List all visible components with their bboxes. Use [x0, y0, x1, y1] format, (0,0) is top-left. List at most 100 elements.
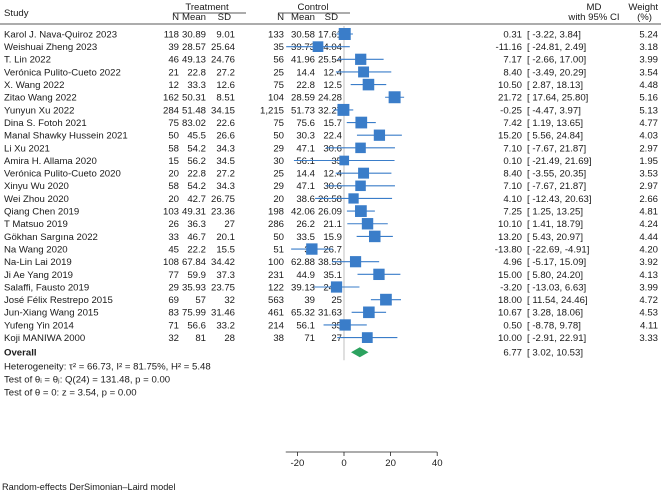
study-weight: 3.53 — [639, 169, 658, 180]
study-marker — [358, 167, 370, 179]
treatment-sd: 23.75 — [211, 282, 235, 293]
study-label: Manal Shawky Hussein 2021 — [4, 131, 128, 142]
study-marker — [348, 193, 359, 204]
study-label: Xinyu Wu 2020 — [4, 181, 69, 192]
treatment-n: 83 — [168, 308, 179, 319]
treatment-sd: 25.64 — [211, 42, 236, 53]
x-tick-label: 40 — [432, 458, 443, 469]
control-n: 563 — [268, 295, 284, 306]
study-weight: 4.44 — [639, 232, 658, 243]
heterogeneity-stat: Test of θ = 0: z = 3.54, p = 0.00 — [4, 387, 137, 398]
treatment-sd: 37.3 — [216, 270, 235, 281]
study-label: T. Lin 2022 — [4, 55, 51, 66]
control-n: 122 — [268, 282, 284, 293]
control-n: 231 — [268, 270, 284, 281]
effect-md: -13.80 — [495, 244, 522, 255]
effect-ci: [ -3.22, 3.84] — [527, 29, 581, 40]
control-sd: 17.61 — [318, 29, 342, 40]
effect-md: 10.67 — [498, 308, 522, 319]
control-sd: 26.09 — [318, 207, 342, 218]
treatment-sd: 24.76 — [211, 55, 235, 66]
effect-ci: [ 1.25, 13.25] — [527, 207, 583, 218]
study-marker — [388, 91, 401, 104]
overall-md: 6.77 — [503, 348, 522, 359]
x-tick-label: 0 — [341, 458, 346, 469]
effect-md: 0.10 — [503, 156, 522, 167]
control-mean: 39 — [304, 295, 315, 306]
treatment-n: 12 — [168, 80, 179, 91]
control-n: 100 — [268, 257, 284, 268]
treatment-sd: 33.2 — [216, 320, 235, 331]
control-mean: 56.1 — [296, 320, 315, 331]
treatment-n: 71 — [168, 320, 179, 331]
control-n: 104 — [268, 93, 285, 104]
header-treatment: Treatment — [185, 2, 229, 13]
study-marker — [312, 41, 324, 52]
treatment-mean: 22.2 — [187, 244, 206, 255]
study-label: X. Wang 2022 — [4, 80, 64, 91]
treatment-n: 29 — [168, 282, 179, 293]
header-weight: Weight — [628, 2, 658, 13]
effect-ci: [ -24.81, 2.49] — [527, 42, 586, 53]
treatment-mean: 67.84 — [182, 257, 207, 268]
study-marker — [362, 78, 375, 91]
treatment-n: 32 — [168, 333, 179, 344]
control-n: 75 — [273, 118, 284, 129]
study-marker — [337, 103, 350, 116]
treatment-n: 20 — [168, 194, 179, 205]
treatment-n: 20 — [168, 169, 179, 180]
effect-md: 8.40 — [503, 169, 522, 180]
effect-md: 10.10 — [498, 219, 522, 230]
control-mean: 33.5 — [296, 232, 315, 243]
effect-ci: [ -2.91, 22.91] — [527, 333, 586, 344]
effect-ci: [ -12.43, 20.63] — [527, 194, 592, 205]
control-sd: 30.6 — [323, 181, 342, 192]
effect-md: -0.25 — [500, 105, 522, 116]
study-label: Yufeng Yin 2014 — [4, 320, 75, 331]
effect-ci: [ 1.41, 18.79] — [527, 219, 583, 230]
study-marker — [355, 142, 366, 154]
study-marker — [361, 218, 374, 230]
effect-md: 7.10 — [503, 181, 522, 192]
study-label: Dina S. Fotoh 2021 — [4, 118, 87, 129]
effect-md: 18.00 — [498, 295, 522, 306]
treatment-mean: 46.7 — [187, 232, 206, 243]
header-treatment-n: N — [172, 12, 179, 23]
effect-ci: [ -5.17, 15.09] — [527, 257, 586, 268]
control-sd: 35.1 — [323, 270, 342, 281]
study-weight: 5.24 — [639, 29, 658, 40]
control-mean: 65.32 — [291, 308, 315, 319]
effect-md: 0.50 — [503, 320, 522, 331]
control-mean: 75.6 — [296, 118, 315, 129]
control-mean: 47.1 — [296, 143, 315, 154]
control-sd: 30.6 — [323, 143, 342, 154]
study-weight: 3.33 — [639, 333, 658, 344]
control-sd: 27 — [331, 333, 342, 344]
control-n: 214 — [268, 320, 285, 331]
model-footnote: Random-effects DerSimonian–Laird model — [2, 482, 176, 492]
treatment-mean: 51.48 — [182, 105, 206, 116]
treatment-n: 77 — [168, 270, 179, 281]
study-marker — [358, 66, 370, 78]
study-weight: 3.54 — [639, 67, 658, 78]
effect-md: 7.25 — [503, 207, 522, 218]
treatment-sd: 34.5 — [216, 156, 235, 167]
x-tick-label: 20 — [385, 458, 396, 469]
control-mean: 56.1 — [296, 156, 315, 167]
control-sd: 15.7 — [323, 118, 342, 129]
heterogeneity-stat: Heterogeneity: τ² = 66.73, I² = 81.75%, … — [4, 361, 211, 372]
study-weight: 4.72 — [639, 295, 658, 306]
control-mean: 41.96 — [291, 55, 315, 66]
study-weight: 2.66 — [639, 194, 658, 205]
effect-md: 10.00 — [498, 333, 522, 344]
header-weight-pct: (%) — [637, 12, 652, 23]
study-label: Jun-Xiang Wang 2015 — [4, 308, 99, 319]
study-label: Na-Lin Lai 2019 — [4, 257, 72, 268]
study-marker — [355, 116, 368, 129]
treatment-n: 58 — [168, 181, 179, 192]
treatment-mean: 30.89 — [182, 29, 206, 40]
header-control: Control — [298, 2, 329, 13]
treatment-n: 103 — [163, 207, 179, 218]
treatment-mean: 42.7 — [187, 194, 206, 205]
study-label: Verónica Pulito-Cueto 2020 — [4, 169, 121, 180]
